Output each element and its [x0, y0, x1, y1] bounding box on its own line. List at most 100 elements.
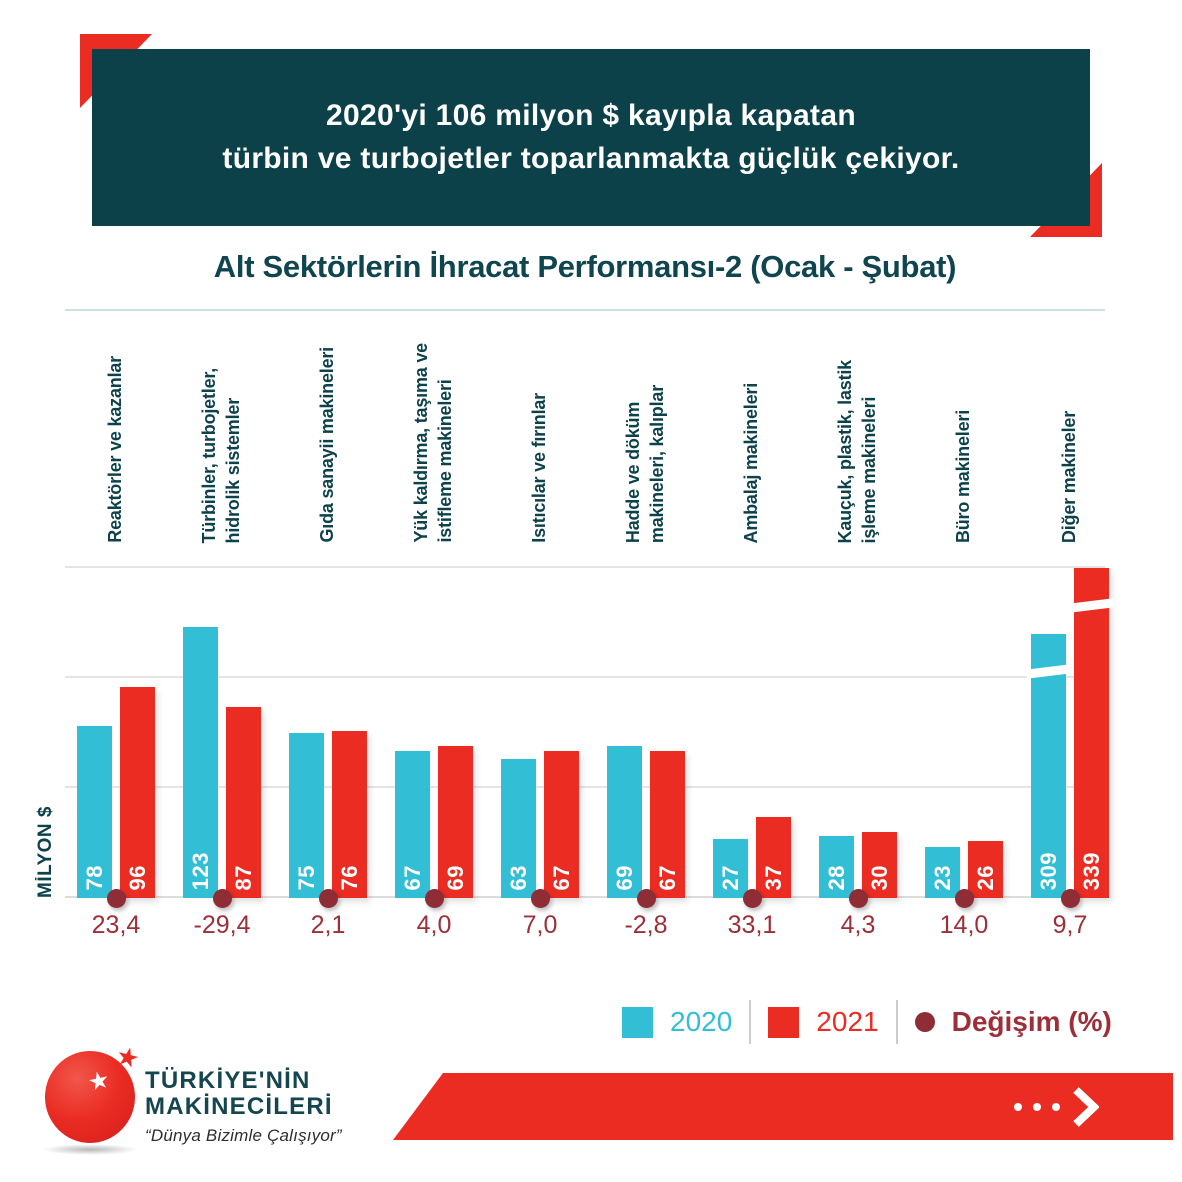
logo-shadow [42, 1144, 138, 1155]
bar-value: 37 [756, 865, 791, 890]
bar-2021: 67 [650, 751, 685, 898]
bar-value: 96 [120, 865, 155, 890]
category-label-text: Ambalaj makineleri [741, 382, 762, 543]
bar-value-text: 30 [866, 864, 892, 890]
change-percent-label: 4,0 [416, 911, 452, 939]
category-label-text: Yük kaldırma, taşıma ve istifleme makine… [411, 343, 455, 543]
bar-value-text: 76 [336, 864, 362, 890]
gridline-100 [65, 676, 1105, 678]
category-label: Büro makineleri [911, 315, 1017, 543]
bar-value-text: 67 [548, 864, 574, 890]
bar-value: 78 [77, 865, 112, 890]
category-label-text: Reaktörler ve kazanlar [105, 356, 126, 543]
bar-value-text: 23 [929, 864, 955, 890]
plot-area: 78 96 123 87 75 76 67 69 63 67 69 67 27 37 28 30 23 26 309… [65, 558, 1115, 908]
bar-value: 69 [607, 865, 642, 890]
bar-value-text: 28 [823, 864, 849, 890]
bar-2021: 96 [120, 687, 155, 898]
y-axis-label: MİLYON $ [35, 806, 56, 898]
category-label: Kauçuk, plastik, lastik işleme makineler… [805, 315, 911, 543]
change-percent-label: 2,1 [310, 911, 346, 939]
banner-next-button[interactable] [1014, 1073, 1099, 1140]
bar-value: 27 [713, 865, 748, 890]
ellipsis-dot-icon [1014, 1102, 1022, 1111]
change-percent-label: -2,8 [624, 911, 668, 939]
bar-value-text: 27 [717, 864, 743, 890]
change-dot-icon [743, 889, 762, 908]
bar-value: 63 [501, 865, 536, 890]
axis-break-mark [1025, 664, 1072, 679]
change-percent-label: 9,7 [1052, 911, 1088, 939]
ellipsis-dot-icon [1033, 1102, 1041, 1111]
bar-value-text: 67 [399, 864, 425, 890]
bar-2020: 123 [183, 627, 218, 898]
logo-tagline: “Dünya Bizimle Çalışıyor” [145, 1125, 342, 1145]
gridline-0 [65, 896, 1105, 898]
bar-2020: 75 [289, 733, 324, 898]
change-dot-icon [107, 889, 126, 908]
category-label: Diğer makineler [1017, 315, 1123, 543]
change-percent-label: 4,3 [840, 911, 876, 939]
category-label: Reaktörler ve kazanlar [63, 315, 169, 543]
bar-value-text: 26 [972, 864, 998, 890]
category-label-text: Türbinler, turbojetler, hidrolik sisteml… [199, 367, 243, 543]
bar-value-text: 69 [611, 864, 637, 890]
bar-value-text: 69 [442, 864, 468, 890]
header-banner: 2020'yi 106 milyon $ kayıpla kapatan tür… [92, 49, 1090, 226]
bar-2021: 30 [862, 832, 897, 898]
legend-divider [895, 1000, 898, 1044]
bar-2020: 67 [395, 751, 430, 898]
bar-value: 67 [395, 865, 430, 890]
bar-value: 67 [544, 865, 579, 890]
category-label: Ambalaj makineleri [699, 315, 805, 543]
bar-value-text: 37 [760, 864, 786, 890]
bar-value: 87 [226, 865, 261, 890]
category-label: Gıda sanayii makineleri [275, 315, 381, 543]
bar-2020: 23 [925, 847, 960, 898]
bar-2021: 69 [438, 746, 473, 898]
category-labels-row: Reaktörler ve kazanlar Türbinler, turboje… [65, 315, 1105, 543]
category-label: Isıtıcılar ve fırınlar [487, 315, 593, 543]
bar-2021: 76 [332, 731, 367, 898]
bar-value-text: 75 [293, 864, 319, 890]
category-label-text: Isıtıcılar ve fırınlar [529, 393, 550, 543]
bar-2020: 63 [501, 759, 536, 898]
bar-2020: 27 [713, 839, 748, 898]
legend-label-2021: 2021 [816, 1006, 879, 1037]
category-label: Türbinler, turbojetler, hidrolik sisteml… [169, 315, 275, 543]
change-percent-label: 7,0 [522, 911, 558, 939]
bar-value-text: 67 [654, 864, 680, 890]
bar-value: 76 [332, 865, 367, 890]
bar-2021: 26 [968, 841, 1003, 898]
category-label: Hadde ve döküm makineleri, kalıplar [593, 315, 699, 543]
bar-2021: 87 [226, 707, 261, 898]
bar-value-text: 339 [1078, 851, 1104, 890]
category-label-text: Gıda sanayii makineleri [317, 347, 338, 543]
bar-value: 69 [438, 865, 473, 890]
bar-value-text: 78 [81, 864, 107, 890]
logo-text-block: TÜRKİYE'NİN MAKİNECİLERİ “Dünya Bizimle … [145, 1068, 342, 1146]
bar-2021: 37 [756, 817, 791, 898]
chart-title: Alt Sektörlerin İhracat Performansı-2 (O… [213, 249, 957, 284]
bar-value: 339 [1074, 852, 1109, 890]
bar-value-text: 87 [230, 864, 256, 890]
bar-value: 123 [183, 852, 218, 890]
change-dot-icon [637, 889, 656, 908]
change-dot-icon [319, 889, 338, 908]
category-label-text: Kauçuk, plastik, lastik işleme makineler… [835, 359, 879, 543]
bar-2020: 69 [607, 746, 642, 898]
change-dot-icon [213, 889, 232, 908]
change-percent-label: -29,4 [193, 911, 251, 939]
change-percent-row: 23,4 -29,4 2,1 4,0 7,0 -2,8 33,1 4,3 14,0 9,7 [65, 911, 1105, 947]
legend-label-2020: 2020 [670, 1006, 733, 1037]
bar-2020: 309 [1025, 634, 1072, 898]
chevron-right-icon [1073, 1086, 1099, 1127]
bar-value: 309 [1031, 852, 1066, 890]
category-label-text: Hadde ve döküm makineleri, kalıplar [623, 384, 667, 543]
bar-value: 30 [862, 865, 897, 890]
change-dot-icon [849, 889, 868, 908]
bar-value-text: 63 [505, 864, 531, 890]
change-percent-label: 33,1 [727, 911, 777, 939]
change-dot-icon [1061, 889, 1080, 908]
